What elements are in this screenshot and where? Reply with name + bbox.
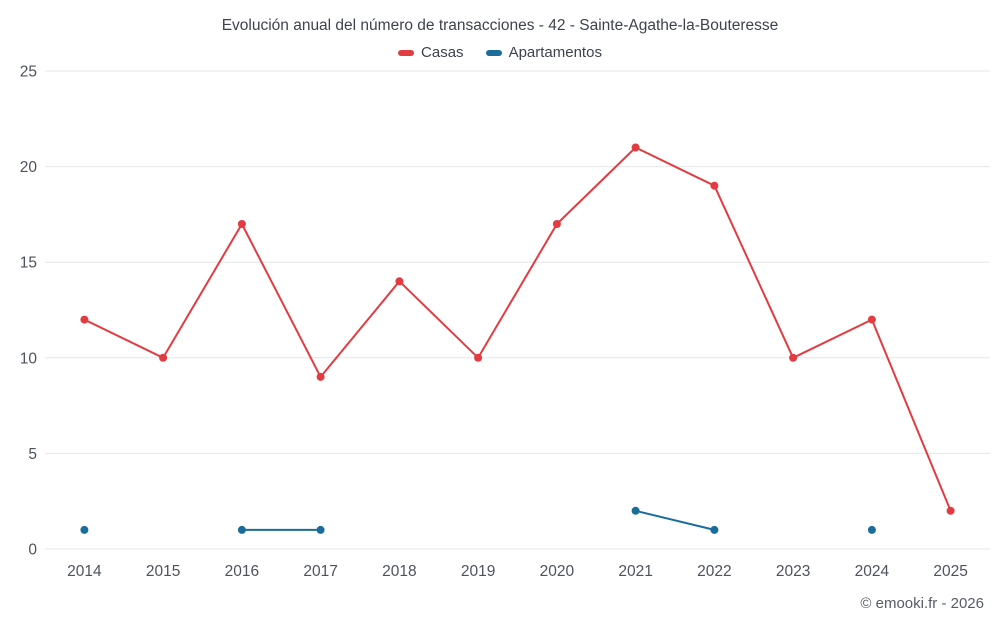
apartamentos-series-swatch xyxy=(485,49,502,56)
data-point-casas[interactable] xyxy=(631,143,640,152)
legend-label-apartamentos: Apartamentos xyxy=(508,44,602,61)
data-point-casas[interactable] xyxy=(867,315,876,324)
y-tick-label: 15 xyxy=(20,255,37,272)
data-point-casas[interactable] xyxy=(552,220,561,228)
casas-series-swatch xyxy=(398,49,415,56)
legend-item-casas[interactable]: Casas xyxy=(398,44,464,61)
x-tick-label: 2016 xyxy=(225,563,259,580)
data-point-casas[interactable] xyxy=(80,315,89,324)
data-point-apartamentos[interactable] xyxy=(80,525,89,534)
copyright: © emooki.fr - 2026 xyxy=(860,595,984,612)
series-line-casas xyxy=(83,146,952,512)
y-tick-label: 25 xyxy=(20,64,37,81)
x-tick-label: 2014 xyxy=(67,563,102,580)
legend-label-casas: Casas xyxy=(421,44,464,61)
y-tick-label: 0 xyxy=(28,542,37,559)
data-point-apartamentos[interactable] xyxy=(316,525,325,534)
x-tick-label: 2022 xyxy=(697,563,731,580)
x-tick-label: 2019 xyxy=(461,563,495,580)
x-tick-label: 2020 xyxy=(540,563,575,580)
x-tick-label: 2015 xyxy=(146,563,180,580)
data-point-casas[interactable] xyxy=(395,277,404,286)
data-point-apartamentos[interactable] xyxy=(710,525,719,534)
series-line-apartamentos xyxy=(242,511,872,530)
x-tick-label: 2023 xyxy=(776,563,810,580)
y-tick-label: 5 xyxy=(28,446,37,463)
data-point-casas[interactable] xyxy=(474,353,483,362)
data-point-casas[interactable] xyxy=(710,181,719,190)
y-tick-label: 10 xyxy=(20,350,38,367)
x-tick-label: 2021 xyxy=(618,563,652,580)
y-tick-label: 20 xyxy=(20,159,38,176)
legend-item-apartamentos[interactable]: Apartamentos xyxy=(485,44,602,61)
legend: Casas Apartamentos xyxy=(0,44,1000,61)
data-point-casas[interactable] xyxy=(946,506,955,515)
chart-title: Evolución anual del número de transaccio… xyxy=(221,17,779,34)
data-point-casas[interactable] xyxy=(237,220,246,228)
data-point-casas[interactable] xyxy=(316,372,325,381)
x-tick-label: 2025 xyxy=(933,563,967,580)
x-tick-label: 2024 xyxy=(855,563,890,580)
data-point-apartamentos[interactable] xyxy=(867,525,876,534)
x-tick-label: 2018 xyxy=(382,563,416,580)
data-point-casas[interactable] xyxy=(789,353,798,362)
data-point-apartamentos[interactable] xyxy=(631,506,640,515)
x-tick-label: 2017 xyxy=(303,563,337,580)
data-point-apartamentos[interactable] xyxy=(237,525,246,534)
data-point-casas[interactable] xyxy=(159,353,168,362)
